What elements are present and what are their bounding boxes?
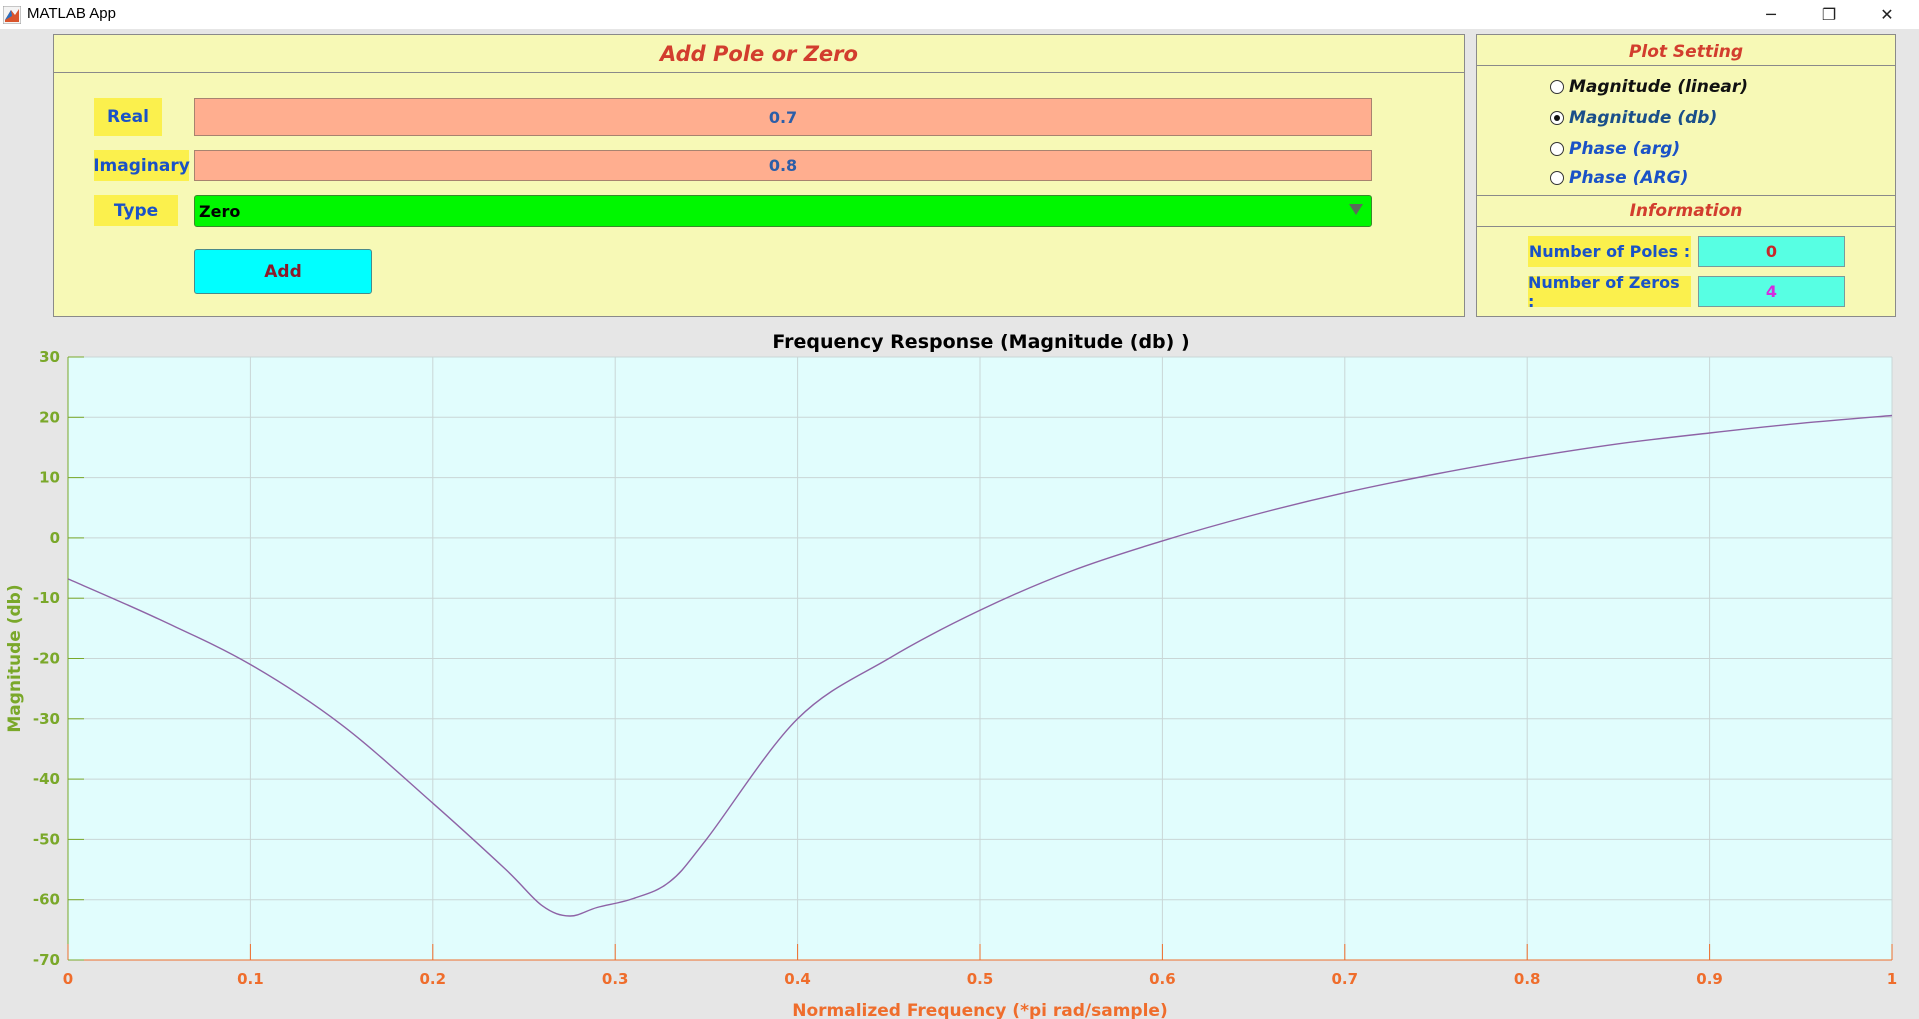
radio-button-icon [1550, 171, 1564, 185]
plot-setting-title: Plot Setting [1628, 42, 1744, 62]
y-tick-label: -70 [33, 951, 60, 969]
frequency-response-chart: Frequency Response (Magnitude (db) ) 30 2… [5, 331, 1897, 1019]
y-tick-label: -30 [33, 710, 60, 728]
close-icon: ✕ [1880, 5, 1894, 24]
y-tick-label: -10 [33, 589, 60, 607]
radio-label: Phase (ARG) [1569, 168, 1689, 188]
restore-icon: ❐ [1821, 5, 1837, 24]
close-button[interactable]: ✕ [1858, 0, 1916, 29]
chevron-down-icon [1349, 204, 1363, 215]
panel-divider [54, 72, 1464, 73]
add-button[interactable]: Add [194, 249, 372, 294]
zeros-count-value: 4 [1698, 276, 1845, 307]
poles-count-value: 0 [1698, 236, 1845, 267]
zeros-count-label: Number of Zeros : [1528, 273, 1691, 311]
type-label: Type [94, 195, 178, 226]
panel-divider [1477, 195, 1895, 196]
x-tick-label: 0.5 [967, 970, 994, 988]
y-tick-label: 0 [50, 529, 60, 547]
axes [67, 356, 1893, 961]
x-tick-label: 1 [1887, 970, 1897, 988]
chart-title: Frequency Response (Magnitude (db) ) [772, 331, 1189, 353]
y-axis-label: Magnitude (db) [5, 584, 25, 732]
y-tick-label: -50 [33, 830, 60, 848]
radio-selected-icon [1550, 111, 1564, 125]
radio-label: Magnitude (linear) [1569, 77, 1749, 97]
y-tick-label: -60 [33, 891, 60, 909]
radio-button-icon [1550, 80, 1564, 94]
radio-button-icon [1550, 142, 1564, 156]
type-dropdown[interactable]: Zero [194, 195, 1372, 227]
add-pole-zero-panel: Add Pole or Zero Real 0.7 Imaginary 0.8 … [53, 34, 1465, 317]
type-dropdown-value: Zero [199, 201, 241, 221]
x-tick-label: 0.1 [237, 970, 264, 988]
y-tick-label: -20 [33, 650, 60, 668]
y-tick-label: 30 [39, 348, 60, 366]
minimize-icon: ─ [1766, 5, 1776, 24]
imaginary-input[interactable]: 0.8 [194, 150, 1372, 181]
x-tick-label: 0.7 [1332, 970, 1359, 988]
matlab-logo-icon [3, 6, 21, 24]
radio-magnitude-linear[interactable]: Magnitude (linear) [1550, 77, 1748, 97]
radio-label: Magnitude (db) [1569, 108, 1718, 128]
x-tick-label: 0.6 [1149, 970, 1176, 988]
x-tick-label: 0 [63, 970, 73, 988]
x-tick-labels: 0 0.1 0.2 0.3 0.4 0.5 0.6 0.7 0.8 0.9 1 [63, 970, 1897, 988]
window-title-bar: MATLAB App ─ ❐ ✕ [0, 0, 1919, 29]
y-tick-labels: 30 20 10 0 -10 -20 -30 -40 -50 -60 -70 [33, 348, 60, 969]
real-input[interactable]: 0.7 [194, 98, 1372, 136]
add-panel-title: Add Pole or Zero [660, 42, 858, 66]
x-tick-label: 0.3 [602, 970, 629, 988]
radio-phase-ARG[interactable]: Phase (ARG) [1550, 168, 1688, 188]
x-tick-label: 0.2 [420, 970, 447, 988]
y-tick-label: -40 [33, 770, 60, 788]
y-tick-label: 10 [39, 469, 60, 487]
plot-setting-panel: Plot Setting Magnitude (linear) Magnitud… [1476, 34, 1896, 317]
radio-magnitude-db[interactable]: Magnitude (db) [1550, 108, 1717, 128]
information-title: Information [1629, 201, 1743, 221]
panel-divider [1477, 65, 1895, 66]
x-tick-label: 0.9 [1696, 970, 1723, 988]
maximize-button[interactable]: ❐ [1800, 0, 1858, 29]
radio-label: Phase (arg) [1569, 139, 1681, 159]
poles-count-label: Number of Poles : [1528, 236, 1691, 267]
y-tick-label: 20 [39, 408, 60, 426]
grid-lines [67, 356, 1893, 961]
x-axis-label: Normalized Frequency (*pi rad/sample) [792, 1001, 1167, 1019]
window-title: MATLAB App [27, 5, 116, 22]
panel-divider [1477, 226, 1895, 227]
radio-phase-arg[interactable]: Phase (arg) [1550, 139, 1680, 159]
x-tick-label: 0.4 [784, 970, 811, 988]
magnitude-curve [67, 414, 1893, 917]
minimize-button[interactable]: ─ [1742, 0, 1800, 29]
imaginary-label: Imaginary [93, 150, 190, 181]
real-label: Real [94, 98, 162, 136]
x-tick-label: 0.8 [1514, 970, 1541, 988]
